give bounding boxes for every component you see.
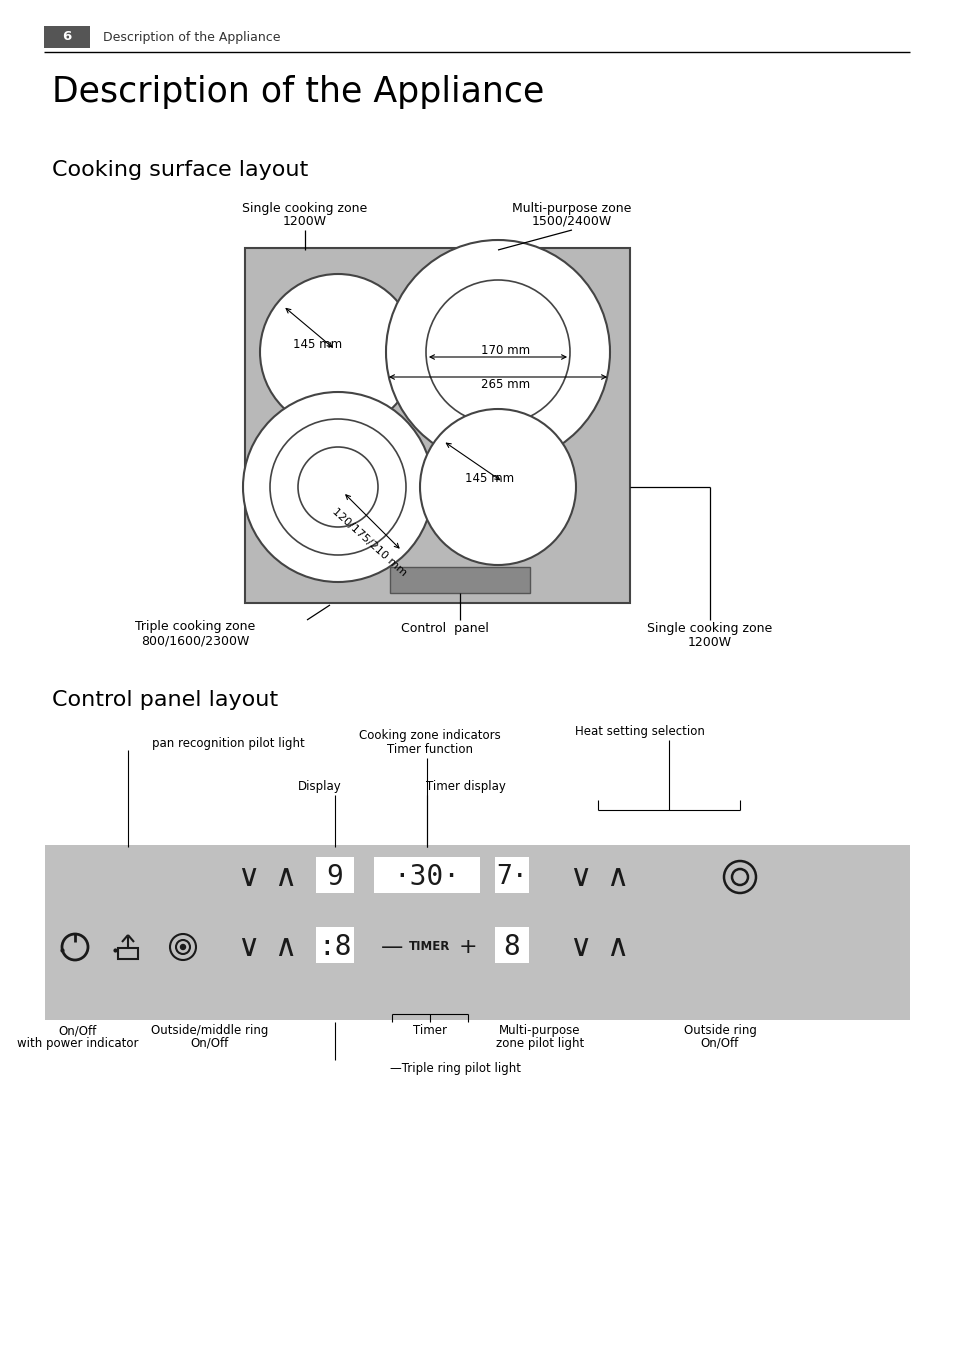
Text: On/Off: On/Off (59, 1023, 97, 1037)
Text: 265 mm: 265 mm (481, 377, 530, 391)
Text: with power indicator: with power indicator (17, 1037, 138, 1051)
Bar (245, 247, 629, 603)
Text: —: — (380, 937, 403, 957)
Text: ∨: ∨ (568, 863, 591, 891)
Bar (118, 948, 138, 959)
Text: —Triple ring pilot light: —Triple ring pilot light (390, 1063, 520, 1075)
Text: 1500/2400W: 1500/2400W (532, 215, 612, 228)
Text: Outside ring: Outside ring (683, 1023, 756, 1037)
Bar (390, 566, 530, 594)
Text: 120/175/210 mm: 120/175/210 mm (330, 506, 408, 577)
Text: Single cooking zone: Single cooking zone (647, 622, 772, 635)
Text: ·30·: ·30· (393, 863, 460, 891)
Text: 6: 6 (62, 31, 71, 43)
Text: 8: 8 (503, 933, 519, 961)
Text: ∨: ∨ (236, 933, 259, 961)
Text: ∨: ∨ (568, 933, 591, 961)
FancyBboxPatch shape (374, 857, 479, 894)
Text: ∧: ∧ (274, 863, 295, 891)
Circle shape (243, 392, 433, 581)
Text: Cooking zone indicators: Cooking zone indicators (358, 729, 500, 742)
Text: Description of the Appliance: Description of the Appliance (103, 31, 280, 43)
Text: Heat setting selection: Heat setting selection (575, 725, 704, 738)
Text: 1200W: 1200W (283, 215, 327, 228)
Text: :8: :8 (318, 933, 352, 961)
Text: Display: Display (297, 780, 341, 794)
Text: Timer function: Timer function (387, 744, 473, 756)
Text: Description of the Appliance: Description of the Appliance (52, 74, 544, 110)
Text: ∧: ∧ (605, 933, 627, 961)
Circle shape (426, 280, 569, 425)
FancyBboxPatch shape (315, 857, 354, 894)
Text: Multi-purpose: Multi-purpose (498, 1023, 580, 1037)
Text: Triple cooking zone: Triple cooking zone (134, 621, 254, 633)
Text: ∧: ∧ (605, 863, 627, 891)
Circle shape (297, 448, 377, 527)
Text: 145 mm: 145 mm (294, 338, 342, 350)
Text: ∧: ∧ (274, 933, 295, 961)
Text: pan recognition pilot light: pan recognition pilot light (152, 737, 304, 750)
Text: On/Off: On/Off (700, 1037, 739, 1051)
Text: 7·: 7· (496, 864, 527, 890)
FancyBboxPatch shape (315, 927, 354, 963)
Circle shape (270, 419, 406, 556)
Text: 145 mm: 145 mm (465, 472, 514, 485)
Circle shape (386, 241, 609, 464)
Circle shape (180, 945, 185, 949)
Text: 170 mm: 170 mm (481, 343, 530, 357)
FancyBboxPatch shape (495, 857, 529, 894)
Text: On/Off: On/Off (191, 1037, 229, 1051)
Text: ∨: ∨ (236, 863, 259, 891)
Bar (45, 845, 909, 1019)
Text: Timer: Timer (413, 1023, 447, 1037)
Text: Multi-purpose zone: Multi-purpose zone (512, 201, 631, 215)
Text: Timer display: Timer display (426, 780, 505, 794)
Text: 9: 9 (326, 863, 343, 891)
Text: 800/1600/2300W: 800/1600/2300W (141, 634, 249, 648)
Text: TIMER: TIMER (409, 941, 450, 953)
Text: zone pilot light: zone pilot light (496, 1037, 583, 1051)
Text: Control panel layout: Control panel layout (52, 690, 278, 710)
Circle shape (260, 274, 416, 430)
Circle shape (419, 410, 576, 565)
Text: Cooking surface layout: Cooking surface layout (52, 160, 308, 180)
Text: Outside/middle ring: Outside/middle ring (152, 1023, 269, 1037)
Text: Control  panel: Control panel (400, 622, 489, 635)
Text: 1200W: 1200W (687, 635, 731, 649)
Text: +: + (458, 937, 476, 957)
Bar (44, 26, 90, 49)
Text: Single cooking zone: Single cooking zone (242, 201, 367, 215)
FancyBboxPatch shape (495, 927, 529, 963)
